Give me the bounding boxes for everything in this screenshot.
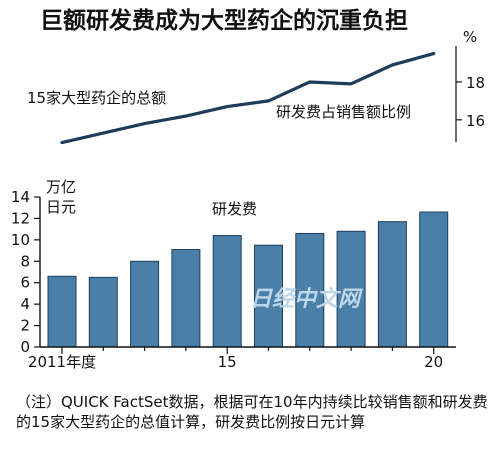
chart-title: 巨额研发费成为大型药企的沉重负担 xyxy=(40,7,408,34)
bar-panel: 万亿 日元 研发费 0 2 4 6 8 10 12 14 2011年度 15 20 xyxy=(11,178,456,371)
ratio-line xyxy=(60,51,436,145)
bar-2014 xyxy=(171,249,201,348)
line-ytick-label: 16 xyxy=(466,112,485,130)
bar-unit-label-2: 日元 xyxy=(46,198,76,216)
line-unit-label: % xyxy=(463,28,477,46)
bar-ytick-label: 6 xyxy=(20,274,30,292)
bar-ytick-label: 14 xyxy=(11,188,30,206)
bar-2020 xyxy=(419,211,449,348)
bar-ytick-label: 8 xyxy=(20,252,30,270)
bar-xtick-label: 2011年度 xyxy=(28,353,96,371)
bar-2013 xyxy=(130,260,160,348)
watermark: 日经中文网 xyxy=(250,286,363,312)
bar-2012 xyxy=(88,276,118,348)
bar-unit-label-1: 万亿 xyxy=(46,178,76,196)
bar-2018 xyxy=(336,230,366,348)
bar-2017 xyxy=(295,232,325,348)
bar-2019 xyxy=(377,221,407,348)
line-panel: % 15家大型药企的总额 研发费占销售额比例 16 18 xyxy=(27,28,485,145)
bar-2011 xyxy=(47,275,77,348)
footnote: （注）QUICK FactSet数据，根据可在10年内持续比较销售额和研发费的1… xyxy=(16,393,488,431)
line-series-label: 研发费占销售额比例 xyxy=(276,103,411,121)
bar-ytick-label: 0 xyxy=(20,338,30,356)
bar-xtick-label: 20 xyxy=(424,353,443,371)
bar-xtick-label: 15 xyxy=(218,353,237,371)
bar-ytick-label: 2 xyxy=(20,317,30,335)
bar-ytick-label: 12 xyxy=(11,209,30,227)
bar-2016 xyxy=(254,244,283,348)
line-ytick-label: 18 xyxy=(466,74,485,92)
bar-series-label: 研发费 xyxy=(212,200,257,218)
bar-2015 xyxy=(212,235,242,348)
bar-ytick-label: 4 xyxy=(20,295,30,313)
bar-ytick-label: 10 xyxy=(11,231,30,249)
line-left-label: 15家大型药企的总额 xyxy=(27,89,166,107)
